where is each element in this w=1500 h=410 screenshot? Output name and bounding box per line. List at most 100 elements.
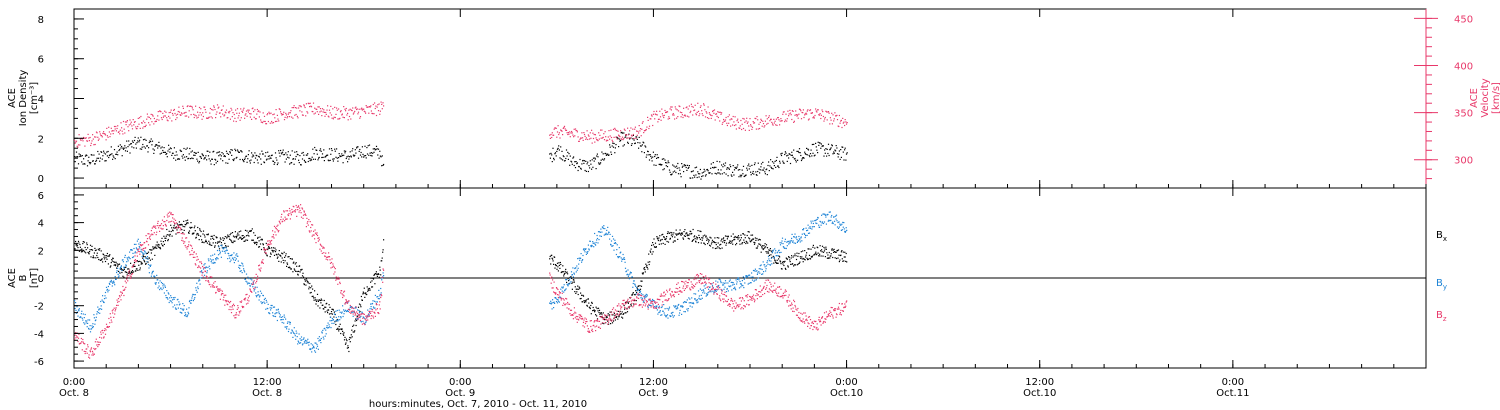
data-point — [93, 347, 95, 350]
data-point — [344, 152, 346, 154]
data-point — [676, 234, 678, 236]
data-point — [633, 300, 635, 302]
data-point — [156, 118, 158, 121]
data-point — [726, 167, 728, 169]
data-point — [670, 174, 672, 176]
data-point — [757, 239, 759, 241]
data-point — [256, 108, 258, 111]
data-point — [831, 112, 833, 114]
data-point — [196, 291, 198, 293]
data-point — [329, 262, 332, 264]
data-point — [78, 242, 80, 244]
data-point — [289, 163, 291, 165]
data-point — [690, 177, 692, 179]
data-point — [188, 231, 190, 233]
data-point — [686, 308, 688, 310]
data-point — [262, 262, 264, 264]
data-point — [286, 328, 288, 330]
data-point — [286, 322, 289, 324]
data-point — [199, 271, 201, 273]
data-point — [357, 315, 359, 317]
data-point — [773, 165, 775, 167]
data-point — [89, 325, 91, 327]
data-point — [639, 145, 642, 147]
data-point — [325, 155, 327, 157]
data-point — [132, 252, 134, 254]
data-point — [150, 141, 152, 143]
data-point — [568, 133, 570, 135]
data-point — [364, 145, 366, 147]
data-point — [827, 220, 829, 222]
data-point — [737, 277, 740, 279]
data-point — [785, 268, 787, 270]
data-point — [651, 160, 653, 162]
data-point — [370, 105, 372, 107]
data-point — [274, 162, 276, 164]
data-point — [164, 285, 166, 287]
data-point — [135, 260, 137, 262]
data-point — [118, 149, 120, 152]
data-point — [252, 239, 254, 241]
data-point — [766, 252, 768, 254]
data-point — [183, 308, 185, 310]
data-point — [309, 106, 311, 108]
data-point — [138, 243, 140, 245]
data-point — [307, 221, 309, 223]
data-point — [613, 136, 615, 138]
data-point — [634, 142, 636, 144]
data-point — [175, 151, 177, 153]
data-point — [828, 251, 830, 254]
data-point — [739, 125, 741, 127]
data-point — [81, 248, 83, 250]
data-point — [722, 282, 724, 284]
data-point — [370, 154, 372, 157]
data-point — [661, 234, 663, 236]
data-point — [798, 262, 800, 264]
data-point — [251, 228, 253, 230]
data-point — [717, 281, 719, 283]
data-point — [682, 165, 684, 167]
data-point — [86, 326, 88, 328]
data-point — [709, 286, 711, 288]
data-point — [154, 254, 156, 256]
data-point — [131, 249, 133, 251]
data-point — [104, 160, 106, 162]
data-point — [195, 264, 197, 266]
data-point — [707, 293, 709, 295]
data-point — [364, 296, 366, 298]
data-point — [601, 151, 603, 153]
data-point — [319, 248, 321, 250]
data-point — [344, 302, 347, 304]
data-point — [126, 140, 128, 142]
data-point — [186, 147, 188, 149]
data-point — [103, 254, 105, 256]
data-point — [112, 158, 114, 160]
data-point — [270, 240, 272, 242]
data-point — [127, 258, 129, 260]
data-point — [97, 312, 99, 314]
data-point — [310, 158, 312, 160]
data-point — [200, 157, 202, 159]
data-point — [580, 137, 582, 139]
data-point — [658, 163, 660, 165]
data-point — [254, 152, 256, 154]
data-point — [270, 252, 272, 254]
data-point — [747, 121, 749, 123]
data-point — [197, 151, 199, 153]
data-point — [746, 234, 748, 237]
data-point — [92, 134, 94, 136]
data-point — [115, 153, 117, 155]
data-point — [382, 272, 384, 274]
data-point — [158, 119, 160, 121]
data-point — [793, 120, 795, 122]
data-point — [779, 252, 781, 254]
data-point — [740, 283, 742, 285]
data-point — [103, 152, 105, 154]
data-point — [129, 273, 131, 275]
data-point — [737, 278, 739, 280]
data-point — [166, 290, 168, 292]
data-point — [318, 113, 320, 115]
data-point — [595, 137, 597, 139]
data-point — [243, 268, 245, 270]
data-point — [596, 153, 598, 155]
